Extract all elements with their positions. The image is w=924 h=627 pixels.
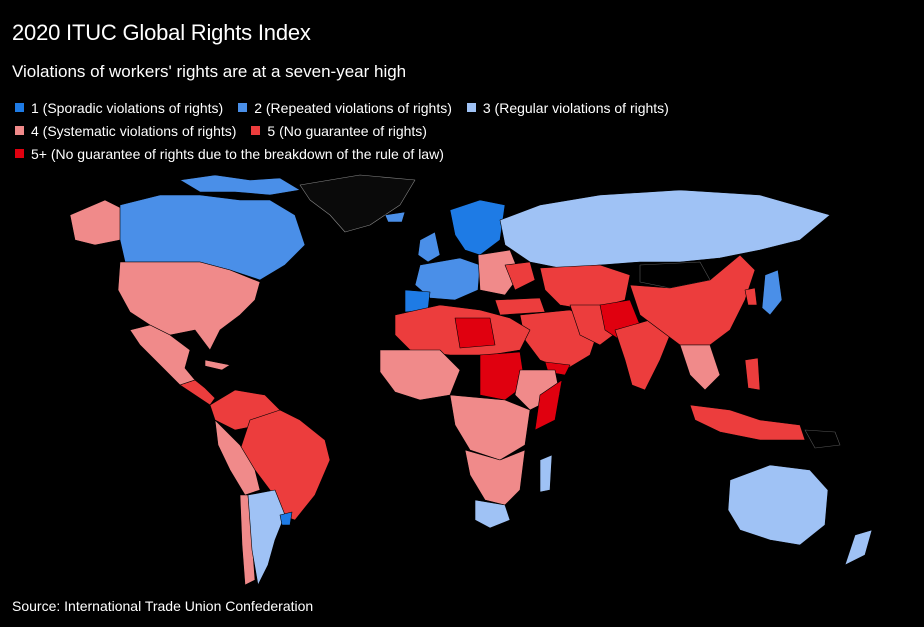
- legend-item-6: 5+ (No guarantee of rights due to the br…: [14, 144, 444, 164]
- legend-label-6: 5+ (No guarantee of rights due to the br…: [31, 145, 444, 162]
- map-title: 2020 ITUC Global Rights Index: [12, 20, 311, 45]
- region-southeast-asia: [679, 344, 721, 391]
- region-japan: [761, 269, 783, 316]
- legend-swatch-3: [465, 102, 477, 113]
- legend-swatch-1: [14, 102, 25, 113]
- region-australia: [727, 464, 829, 546]
- region-madagascar: [539, 454, 553, 493]
- legend-item-3: 3 (Regular violations of rights): [465, 98, 669, 118]
- region-argentina: [247, 489, 286, 586]
- legend-item-2: 2 (Repeated violations of rights): [237, 98, 452, 118]
- map-subtitle: Violations of workers' rights are at a s…: [12, 62, 407, 81]
- legend-label-4: 4 (Systematic violations of rights): [31, 122, 237, 139]
- world-map: [69, 174, 873, 586]
- region-peru-bolivia: [214, 419, 261, 496]
- legend: 1 (Sporadic violations of rights) 2 (Rep…: [14, 96, 683, 165]
- legend-row-2: 4 (Systematic violations of rights) 5 (N…: [14, 119, 683, 142]
- region-cuba: [204, 359, 231, 371]
- region-eastern-europe: [477, 249, 521, 296]
- region-mexico: [129, 324, 196, 386]
- legend-item-4: 4 (Systematic violations of rights): [14, 121, 236, 141]
- region-west-africa: [379, 349, 461, 401]
- legend-swatch-5: [250, 125, 262, 136]
- legend-swatch-6: [14, 148, 25, 159]
- region-indonesia: [689, 404, 806, 441]
- region-south-africa: [474, 499, 511, 529]
- legend-item-5: 5 (No guarantee of rights): [250, 121, 427, 141]
- legend-swatch-2: [237, 102, 249, 113]
- region-russia: [499, 189, 831, 269]
- region-papua-new-guinea: [804, 429, 841, 449]
- source-note: Source: International Trade Union Confed…: [12, 598, 314, 614]
- region-usa: [117, 261, 261, 351]
- region-central-africa: [449, 394, 531, 461]
- region-uk-ireland: [417, 231, 441, 263]
- region-new-zealand: [844, 529, 873, 566]
- region-libya: [454, 317, 496, 349]
- region-central-america: [179, 379, 216, 406]
- legend-item-1: 1 (Sporadic violations of rights): [14, 98, 223, 118]
- region-korea: [744, 287, 758, 306]
- region-iceland: [384, 211, 406, 223]
- legend-label-2: 2 (Repeated violations of rights): [254, 99, 452, 116]
- region-sudan: [479, 351, 526, 401]
- legend-label-5: 5 (No guarantee of rights): [267, 122, 427, 139]
- legend-row-3: 5+ (No guarantee of rights due to the br…: [14, 142, 683, 165]
- legend-swatch-4: [14, 125, 25, 136]
- region-southern-africa: [464, 449, 526, 506]
- region-alaska: [69, 199, 126, 246]
- region-ukraine: [504, 261, 536, 291]
- region-china: [629, 254, 756, 346]
- region-greenland: [299, 174, 416, 233]
- legend-label-1: 1 (Sporadic violations of rights): [31, 99, 224, 116]
- region-uruguay: [279, 511, 293, 526]
- region-arctic-islands: [179, 174, 301, 196]
- region-western-europe: [414, 257, 481, 301]
- region-somalia: [534, 379, 563, 431]
- region-philippines: [744, 357, 761, 391]
- legend-label-3: 3 (Regular violations of rights): [482, 99, 669, 116]
- region-scandinavia: [449, 199, 506, 256]
- legend-row-1: 1 (Sporadic violations of rights) 2 (Rep…: [14, 96, 683, 119]
- region-turkey: [494, 297, 546, 316]
